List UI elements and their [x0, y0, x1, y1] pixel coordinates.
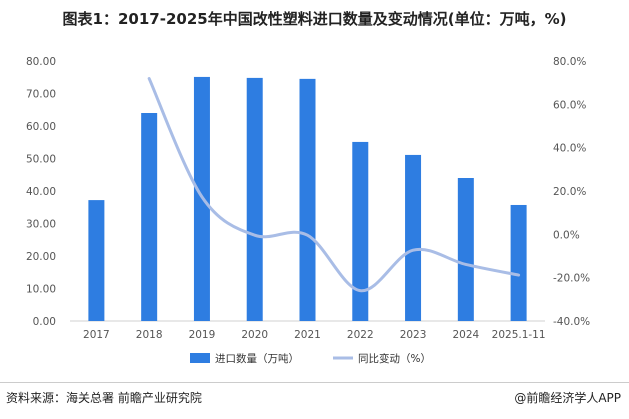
left-axis-tick: 70.00	[26, 89, 56, 101]
chart-title: 图表1：2017-2025年中国改性塑料进口数量及变动情况(单位：万吨，%)	[62, 10, 567, 28]
footer-divider	[0, 382, 629, 383]
left-axis-tick: 10.00	[26, 284, 56, 296]
x-axis-tick: 2024	[452, 329, 479, 341]
bar-2024	[457, 178, 474, 321]
x-axis-tick: 2017	[83, 329, 110, 341]
x-axis-tick: 2018	[136, 329, 163, 341]
left-axis-tick: 50.00	[26, 154, 56, 166]
brand-label: @前瞻经济学人APP	[514, 391, 621, 405]
legend-label-import-volume: 进口数量（万吨）	[215, 352, 299, 365]
bar-2020	[246, 77, 263, 322]
bar-2018	[141, 113, 158, 321]
x-axis-tick: 2020	[241, 329, 268, 341]
x-axis-tick: 2023	[400, 329, 427, 341]
right-axis-tick: 80.0%	[553, 56, 586, 68]
x-axis-tick: 2019	[189, 329, 216, 341]
left-axis-tick: 0.00	[33, 316, 56, 328]
line-yoy-change	[147, 77, 521, 293]
right-axis-tick: 0.0%	[553, 229, 580, 241]
right-axis-tick: 60.0%	[553, 99, 586, 111]
legend-swatch-import-volume	[190, 353, 210, 363]
left-axis-tick: 40.00	[26, 186, 56, 198]
bar-2022	[352, 141, 369, 321]
left-axis-tick: 30.00	[26, 219, 56, 231]
bar-2021	[299, 78, 316, 321]
x-axis-tick: 2025.1-11	[492, 329, 546, 341]
x-axis-tick: 2021	[294, 329, 321, 341]
bar-2025.1-11	[510, 204, 527, 321]
bar-2017	[88, 200, 105, 321]
right-axis-tick: 20.0%	[553, 186, 586, 198]
right-axis-tick: 40.0%	[553, 143, 586, 155]
legend-label-yoy-change: 同比变动（%）	[358, 352, 431, 365]
right-axis-tick: -40.0%	[553, 316, 590, 328]
left-axis-tick: 80.00	[26, 56, 56, 68]
right-axis-tick: -20.0%	[553, 273, 590, 285]
source-note: 资料来源：海关总署 前瞻产业研究院	[6, 391, 202, 405]
x-axis-tick: 2022	[347, 329, 374, 341]
bar-2023	[405, 154, 422, 321]
left-axis-tick: 20.00	[26, 251, 56, 263]
left-axis-tick: 60.00	[26, 121, 56, 133]
